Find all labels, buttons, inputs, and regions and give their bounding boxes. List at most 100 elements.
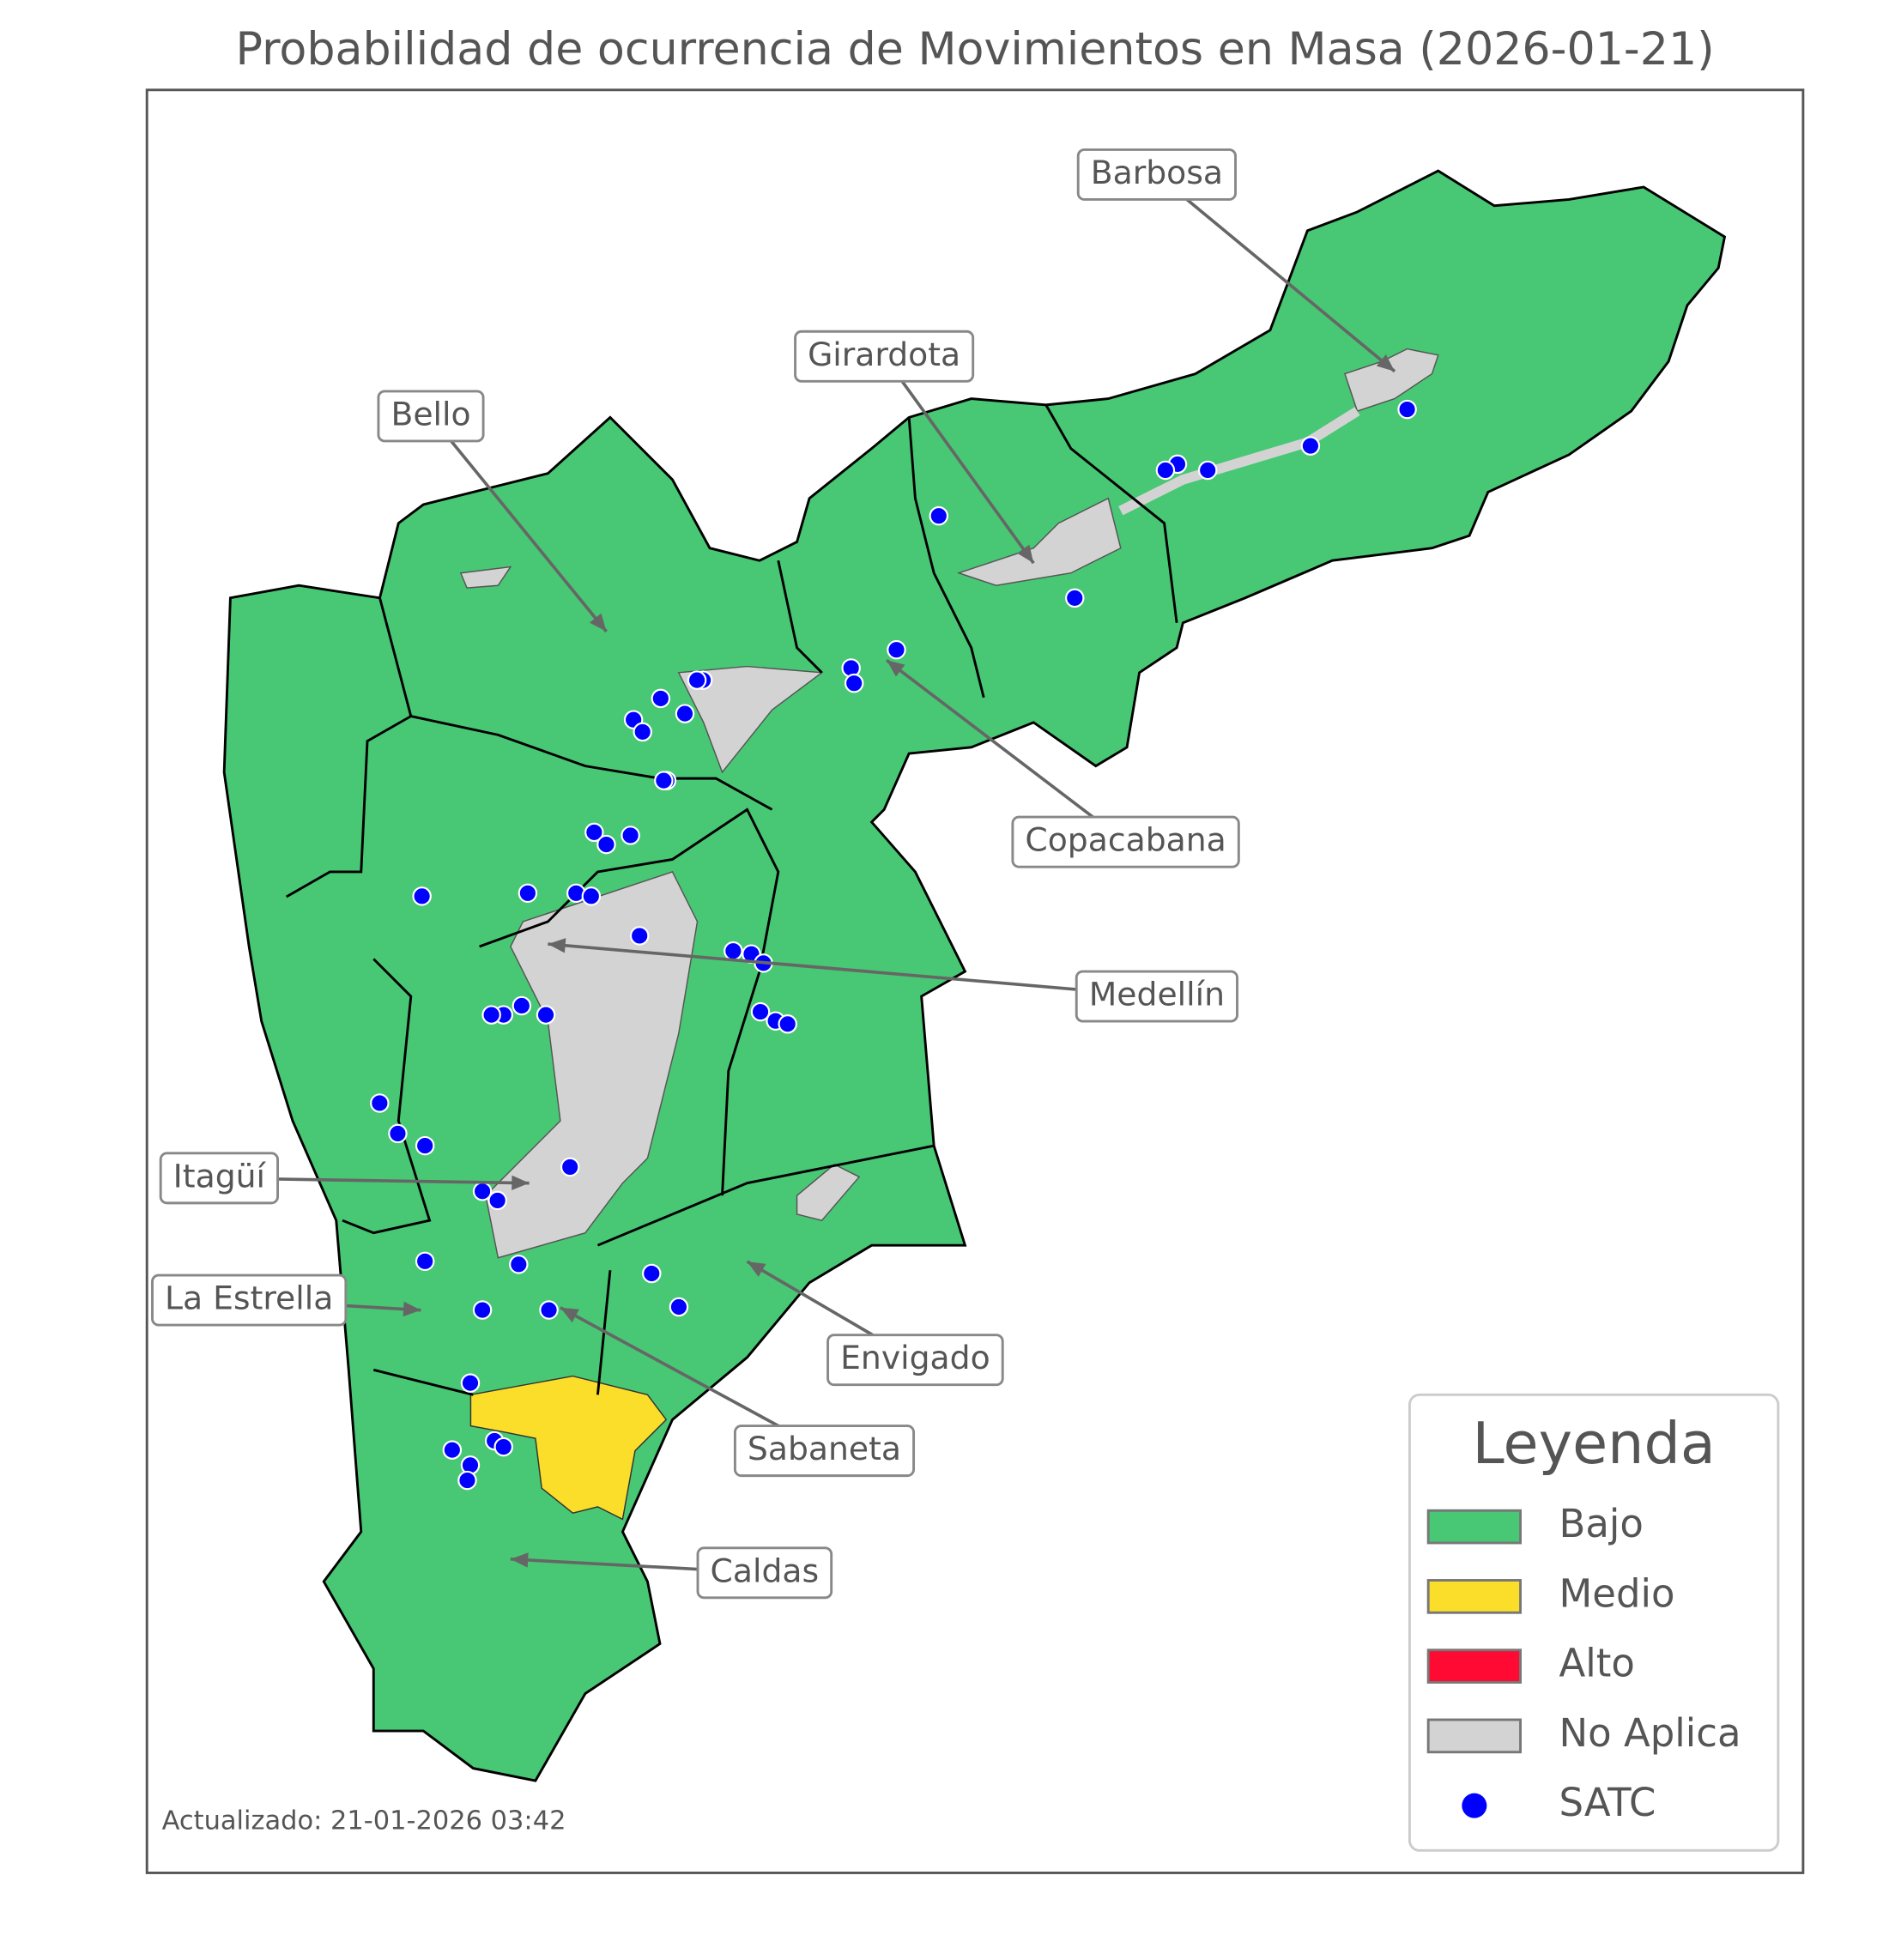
municipal-border [596,1144,935,1247]
satc-point [584,822,604,843]
satc-point [472,1300,493,1320]
satc-point [581,886,602,906]
legend-label: Alto [1559,1641,1635,1686]
annotation: Copacabana [1011,815,1240,868]
annotation-label: Sabaneta [748,1430,901,1467]
annotation-label: Bello [391,395,470,433]
annotation: Bello [377,390,485,443]
footer-note: Actualizado: 21-01-2026 03:42 [162,1806,566,1836]
satc-point [669,1297,689,1317]
annotation-box [1076,148,1237,201]
satc-point [493,1437,513,1457]
annotation: Caldas [696,1546,833,1600]
municipal-border [777,560,823,674]
annotation: Barbosa [1076,148,1237,201]
satc-point [487,1190,507,1211]
municipal-border [479,808,780,1196]
satc-point [844,673,864,693]
satc-point [460,1373,481,1393]
annotation-arrow-head [560,1307,579,1323]
region-no-aplica [459,566,512,589]
satc-point [724,941,743,961]
legend-label: Medio [1559,1570,1675,1616]
satc-point [750,1001,771,1022]
annotation-label: Copacabana [1025,821,1226,859]
legend-marker [1462,1793,1487,1818]
legend-swatch [1426,1718,1522,1754]
satc-point [370,1093,390,1113]
satc-point [1065,588,1085,608]
annotation-box [826,1334,1004,1387]
annotation: Girardota [794,330,975,383]
satc-point [481,1005,501,1025]
satc-point [509,1255,529,1274]
satc-point [929,505,949,526]
annotation-box [377,390,485,443]
annotation-arrow-head [887,660,905,677]
municipal-border [342,958,432,1235]
region-no-aplica [796,1164,861,1222]
satc-point [642,1263,662,1284]
satc-point [621,826,640,845]
satc-point [778,1014,797,1034]
satc-point [675,704,695,723]
annotation-label: Itagüí [173,1157,267,1195]
legend-swatch [1426,1579,1522,1614]
annotation-arrow-head [403,1301,421,1317]
annotation-box [1011,815,1240,868]
annotation-arrow-head [510,1552,529,1568]
satc-point [687,670,707,690]
annotation: Medellín [1075,970,1238,1023]
annotation: La Estrella [151,1273,348,1327]
satc-point [654,771,674,790]
annotation-arrow [429,414,608,633]
satc-point [629,926,650,946]
satc-point [887,639,906,660]
annotation: Sabaneta [733,1425,916,1478]
annotation-arrow [885,658,1127,844]
legend-label: SATC [1559,1780,1656,1825]
satc-point [560,1157,580,1177]
satc-point [388,1123,408,1144]
satc-point [412,886,432,906]
annotation-label: Caldas [711,1552,820,1589]
annotation-arrow-head [1017,544,1034,564]
satc-point [651,688,671,709]
legend-title: Leyenda [1473,1410,1716,1477]
annotation-box [794,330,975,383]
annotation-box [159,1152,279,1205]
legend-swatch [1426,1648,1522,1684]
annotation-arrow [882,355,1035,565]
satc-point [536,1005,556,1025]
municipal-border [372,1368,474,1396]
satc-point [442,1440,463,1460]
annotation: Envigado [826,1334,1004,1387]
region-no-aplica [1118,407,1360,516]
annotation-box [151,1273,348,1327]
legend-label: No Aplica [1559,1710,1741,1756]
municipal-border [1044,404,1178,623]
region-no-aplica [956,497,1122,586]
annotation-label: Envigado [840,1339,990,1376]
region-no-aplica [677,665,824,774]
satc-point [518,883,538,904]
annotation-arrow-head [1376,354,1395,372]
municipal-border [410,715,773,811]
annotation-label: Medellín [1089,976,1225,1013]
satc-point [1197,460,1218,481]
annotation-box [696,1546,833,1600]
annotation-arrow-head [590,613,607,632]
satc-point [596,834,616,855]
annotation-label: Girardota [808,336,960,373]
satc-point [415,1251,435,1272]
region-medio [469,1375,668,1521]
satc-point [1397,399,1417,420]
annotation-arrow-head [747,1261,766,1277]
satc-point [633,722,652,742]
annotation: Itagüí [159,1152,279,1205]
annotation-label: Barbosa [1091,154,1223,191]
satc-point [1155,460,1176,481]
satc-point [1300,436,1321,456]
legend-swatch [1426,1509,1522,1545]
